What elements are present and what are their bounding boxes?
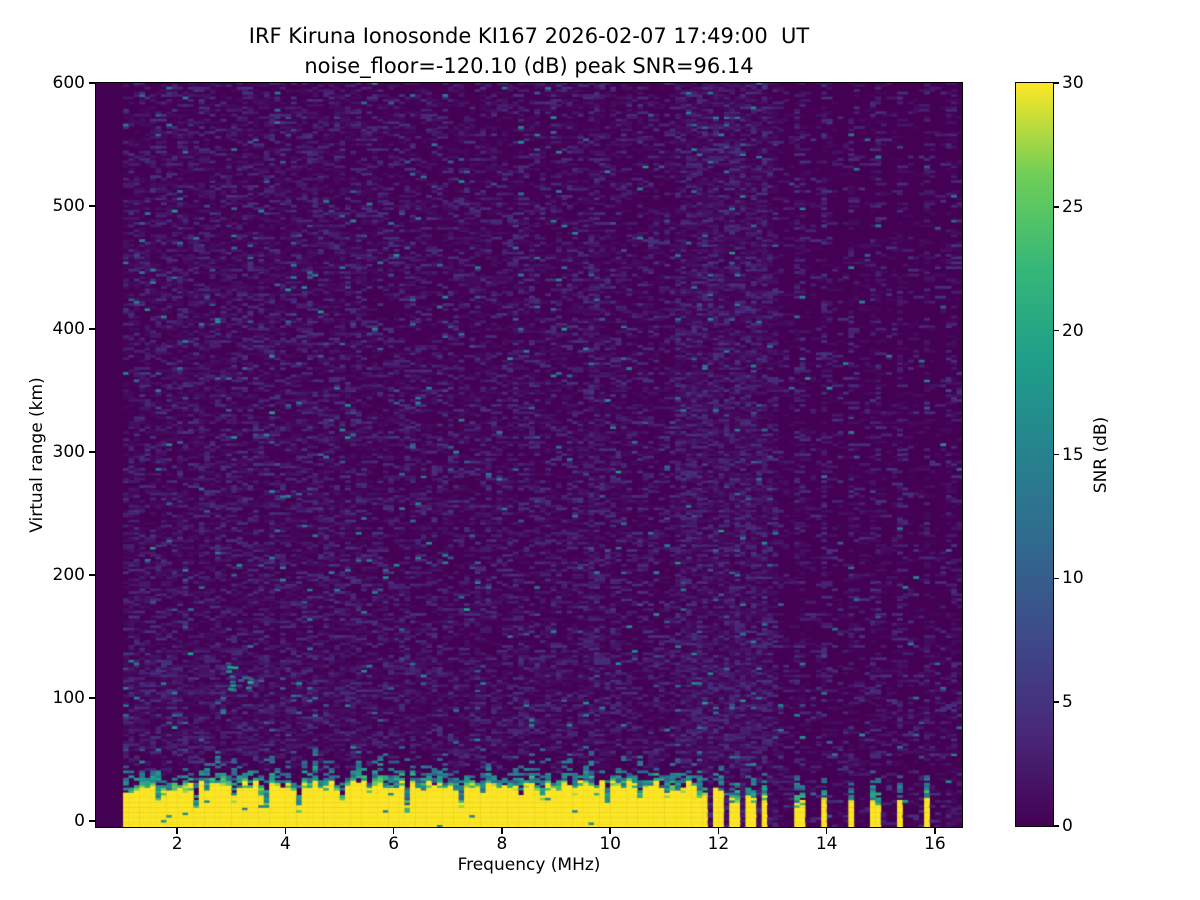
y-axis-label: Virtual range (km) <box>27 377 47 533</box>
x-tick-mark <box>609 827 611 834</box>
colorbar <box>1015 82 1054 827</box>
chart-subtitle: noise_floor=-120.10 (dB) peak SNR=96.14 <box>304 54 754 78</box>
colorbar-tick-mark <box>1054 453 1059 456</box>
x-axis-label: Frequency (MHz) <box>457 855 601 875</box>
colorbar-tick-label: 20 <box>1062 320 1084 341</box>
x-tick-mark <box>825 827 828 834</box>
x-tick-mark <box>392 827 395 834</box>
colorbar-tick-label: 30 <box>1062 73 1084 93</box>
y-tick-mark <box>89 82 95 84</box>
colorbar-tick-mark <box>1054 329 1059 332</box>
y-tick-mark <box>89 820 95 822</box>
x-tick-mark <box>717 827 720 834</box>
x-tick-mark <box>501 827 503 834</box>
colorbar-tick-mark <box>1054 577 1059 580</box>
ionogram-heatmap-canvas <box>96 83 962 827</box>
y-tick-mark <box>89 574 95 576</box>
colorbar-tick-label: 5 <box>1062 692 1073 713</box>
colorbar-tick-mark <box>1054 206 1059 208</box>
y-tick-label: 300 <box>52 441 85 462</box>
x-tick-mark <box>934 827 936 834</box>
colorbar-tick-label: 10 <box>1062 568 1084 589</box>
x-tick-label: 6 <box>388 834 400 854</box>
colorbar-tick-mark <box>1054 82 1059 84</box>
y-tick-label: 200 <box>52 564 85 585</box>
x-tick-label: 2 <box>171 834 183 854</box>
x-tick-mark <box>176 827 178 834</box>
y-tick-label: 600 <box>52 73 85 93</box>
x-tick-label: 4 <box>280 834 291 854</box>
y-tick-mark <box>89 205 95 207</box>
y-tick-mark <box>89 451 95 453</box>
x-tick-label: 10 <box>599 834 621 854</box>
x-tick-label: 8 <box>496 834 508 854</box>
colorbar-tick-label: 0 <box>1062 816 1073 836</box>
x-tick-mark <box>284 827 287 834</box>
colorbar-label: SNR (dB) <box>1091 416 1111 494</box>
y-tick-mark <box>89 328 95 330</box>
colorbar-tick-mark <box>1054 701 1059 703</box>
y-tick-label: 400 <box>52 318 85 339</box>
plot-area <box>95 82 963 828</box>
y-tick-mark <box>89 697 95 699</box>
x-tick-label: 16 <box>924 834 946 854</box>
colorbar-tick-label: 25 <box>1062 196 1084 217</box>
y-tick-label: 100 <box>52 687 85 708</box>
y-tick-label: 0 <box>74 810 85 831</box>
y-tick-label: 500 <box>52 195 85 216</box>
x-tick-label: 12 <box>707 834 730 854</box>
chart-title: IRF Kiruna Ionosonde KI167 2026-02-07 17… <box>248 24 810 48</box>
colorbar-tick-label: 15 <box>1062 444 1084 465</box>
colorbar-tick-mark <box>1054 825 1059 827</box>
x-tick-label: 14 <box>815 834 838 854</box>
